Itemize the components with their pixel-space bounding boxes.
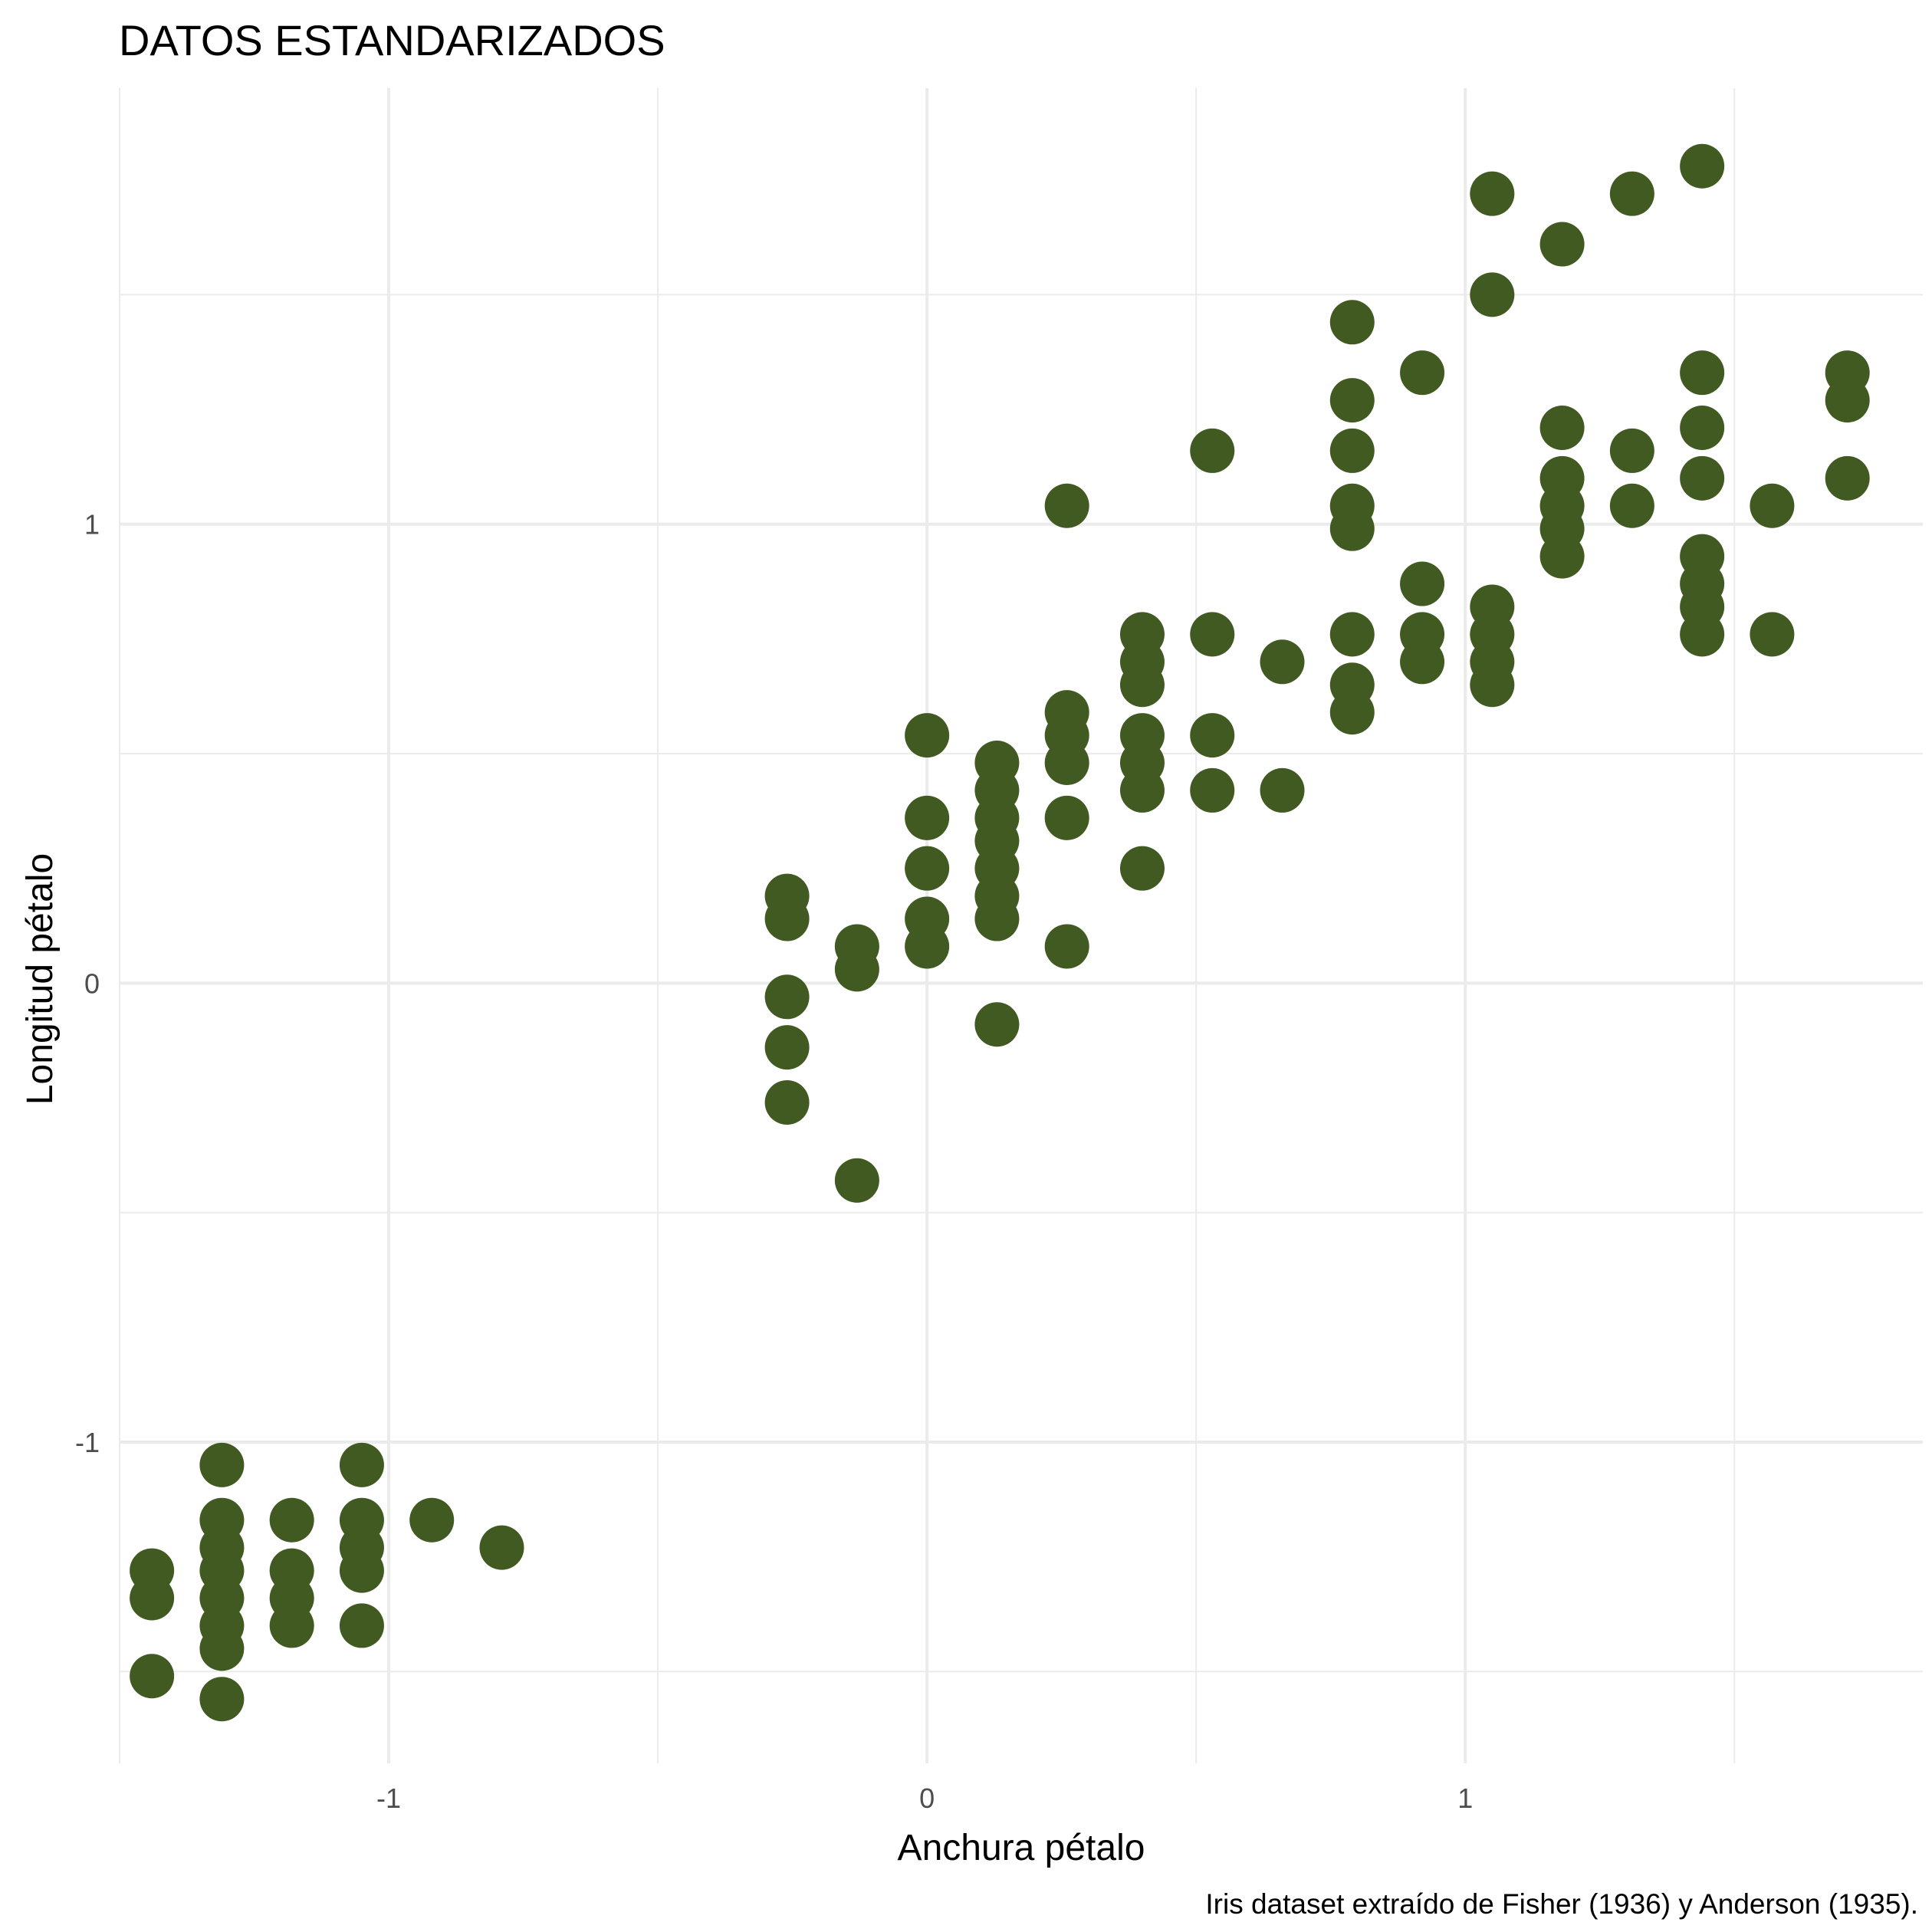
minor-gridlines-x <box>119 88 1736 1763</box>
data-point <box>1470 171 1515 216</box>
y-tick-label: 1 <box>84 509 100 540</box>
data-point <box>1750 612 1795 657</box>
data-point <box>1119 846 1165 891</box>
data-point <box>905 846 950 891</box>
data-point <box>1329 300 1375 345</box>
data-point <box>974 1002 1020 1047</box>
data-point <box>1329 378 1375 423</box>
data-point <box>1329 506 1375 551</box>
data-point <box>1044 795 1089 840</box>
data-point <box>1190 612 1235 657</box>
x-axis-title: Anchura pétalo <box>898 1828 1145 1868</box>
data-point <box>1539 222 1585 267</box>
chart-caption: Iris dataset extraído de Fisher (1936) y… <box>1205 1888 1918 1920</box>
data-point <box>199 1677 245 1722</box>
data-point <box>764 1025 810 1070</box>
data-point <box>1609 428 1654 473</box>
data-point <box>199 1626 245 1671</box>
data-point <box>1119 767 1165 813</box>
data-point <box>1609 483 1654 528</box>
y-tick-label: -1 <box>75 1427 100 1458</box>
data-point <box>764 896 810 941</box>
data-point <box>1825 455 1870 501</box>
data-point <box>764 974 810 1020</box>
data-point <box>1044 740 1089 785</box>
data-point <box>1260 639 1305 685</box>
data-point <box>905 713 950 758</box>
data-point <box>1190 767 1235 813</box>
data-point <box>1680 143 1725 189</box>
data-point <box>1680 405 1725 450</box>
data-point <box>339 1548 384 1593</box>
data-point <box>1329 612 1375 657</box>
data-point <box>339 1603 384 1648</box>
x-tick-label: 0 <box>919 1783 935 1814</box>
data-point <box>1190 713 1235 758</box>
data-point <box>1190 428 1235 473</box>
data-point <box>1609 171 1654 216</box>
data-point <box>1825 378 1870 423</box>
data-point <box>1750 483 1795 528</box>
data-points <box>130 143 1870 1722</box>
data-point <box>1329 690 1375 735</box>
x-tick-label: -1 <box>376 1783 401 1814</box>
data-point <box>1044 483 1089 528</box>
data-point <box>1680 612 1725 657</box>
minor-gridlines-y <box>120 294 1923 1673</box>
data-point <box>339 1442 384 1487</box>
data-point <box>199 1442 245 1487</box>
data-point <box>834 947 879 992</box>
data-point <box>1470 272 1515 317</box>
data-point <box>1400 639 1445 685</box>
data-point <box>1400 561 1445 606</box>
chart-title: DATOS ESTANDARIZADOS <box>119 16 665 64</box>
x-tick-label: 1 <box>1457 1783 1473 1814</box>
data-point <box>130 1654 175 1699</box>
data-point <box>905 924 950 969</box>
y-tick-labels: -1 0 1 <box>75 509 100 1458</box>
data-point <box>1680 350 1725 396</box>
data-point <box>130 1576 175 1621</box>
data-point <box>479 1525 524 1570</box>
data-point <box>974 896 1020 941</box>
y-tick-label: 0 <box>84 968 100 999</box>
data-point <box>1470 662 1515 708</box>
data-point <box>1260 767 1305 813</box>
data-point <box>269 1603 314 1648</box>
data-point <box>409 1497 455 1543</box>
data-point <box>1329 428 1375 473</box>
data-point <box>1539 405 1585 450</box>
data-point <box>1400 350 1445 396</box>
data-point <box>905 795 950 840</box>
data-point <box>1539 534 1585 579</box>
data-point <box>1044 924 1089 969</box>
data-point <box>269 1497 314 1543</box>
data-point <box>764 1079 810 1125</box>
data-point <box>1119 662 1165 708</box>
data-point <box>834 1158 879 1203</box>
x-tick-labels: -1 0 1 <box>376 1783 1473 1814</box>
data-point <box>1680 455 1725 501</box>
y-axis-title: Longitud pétalo <box>20 853 61 1105</box>
